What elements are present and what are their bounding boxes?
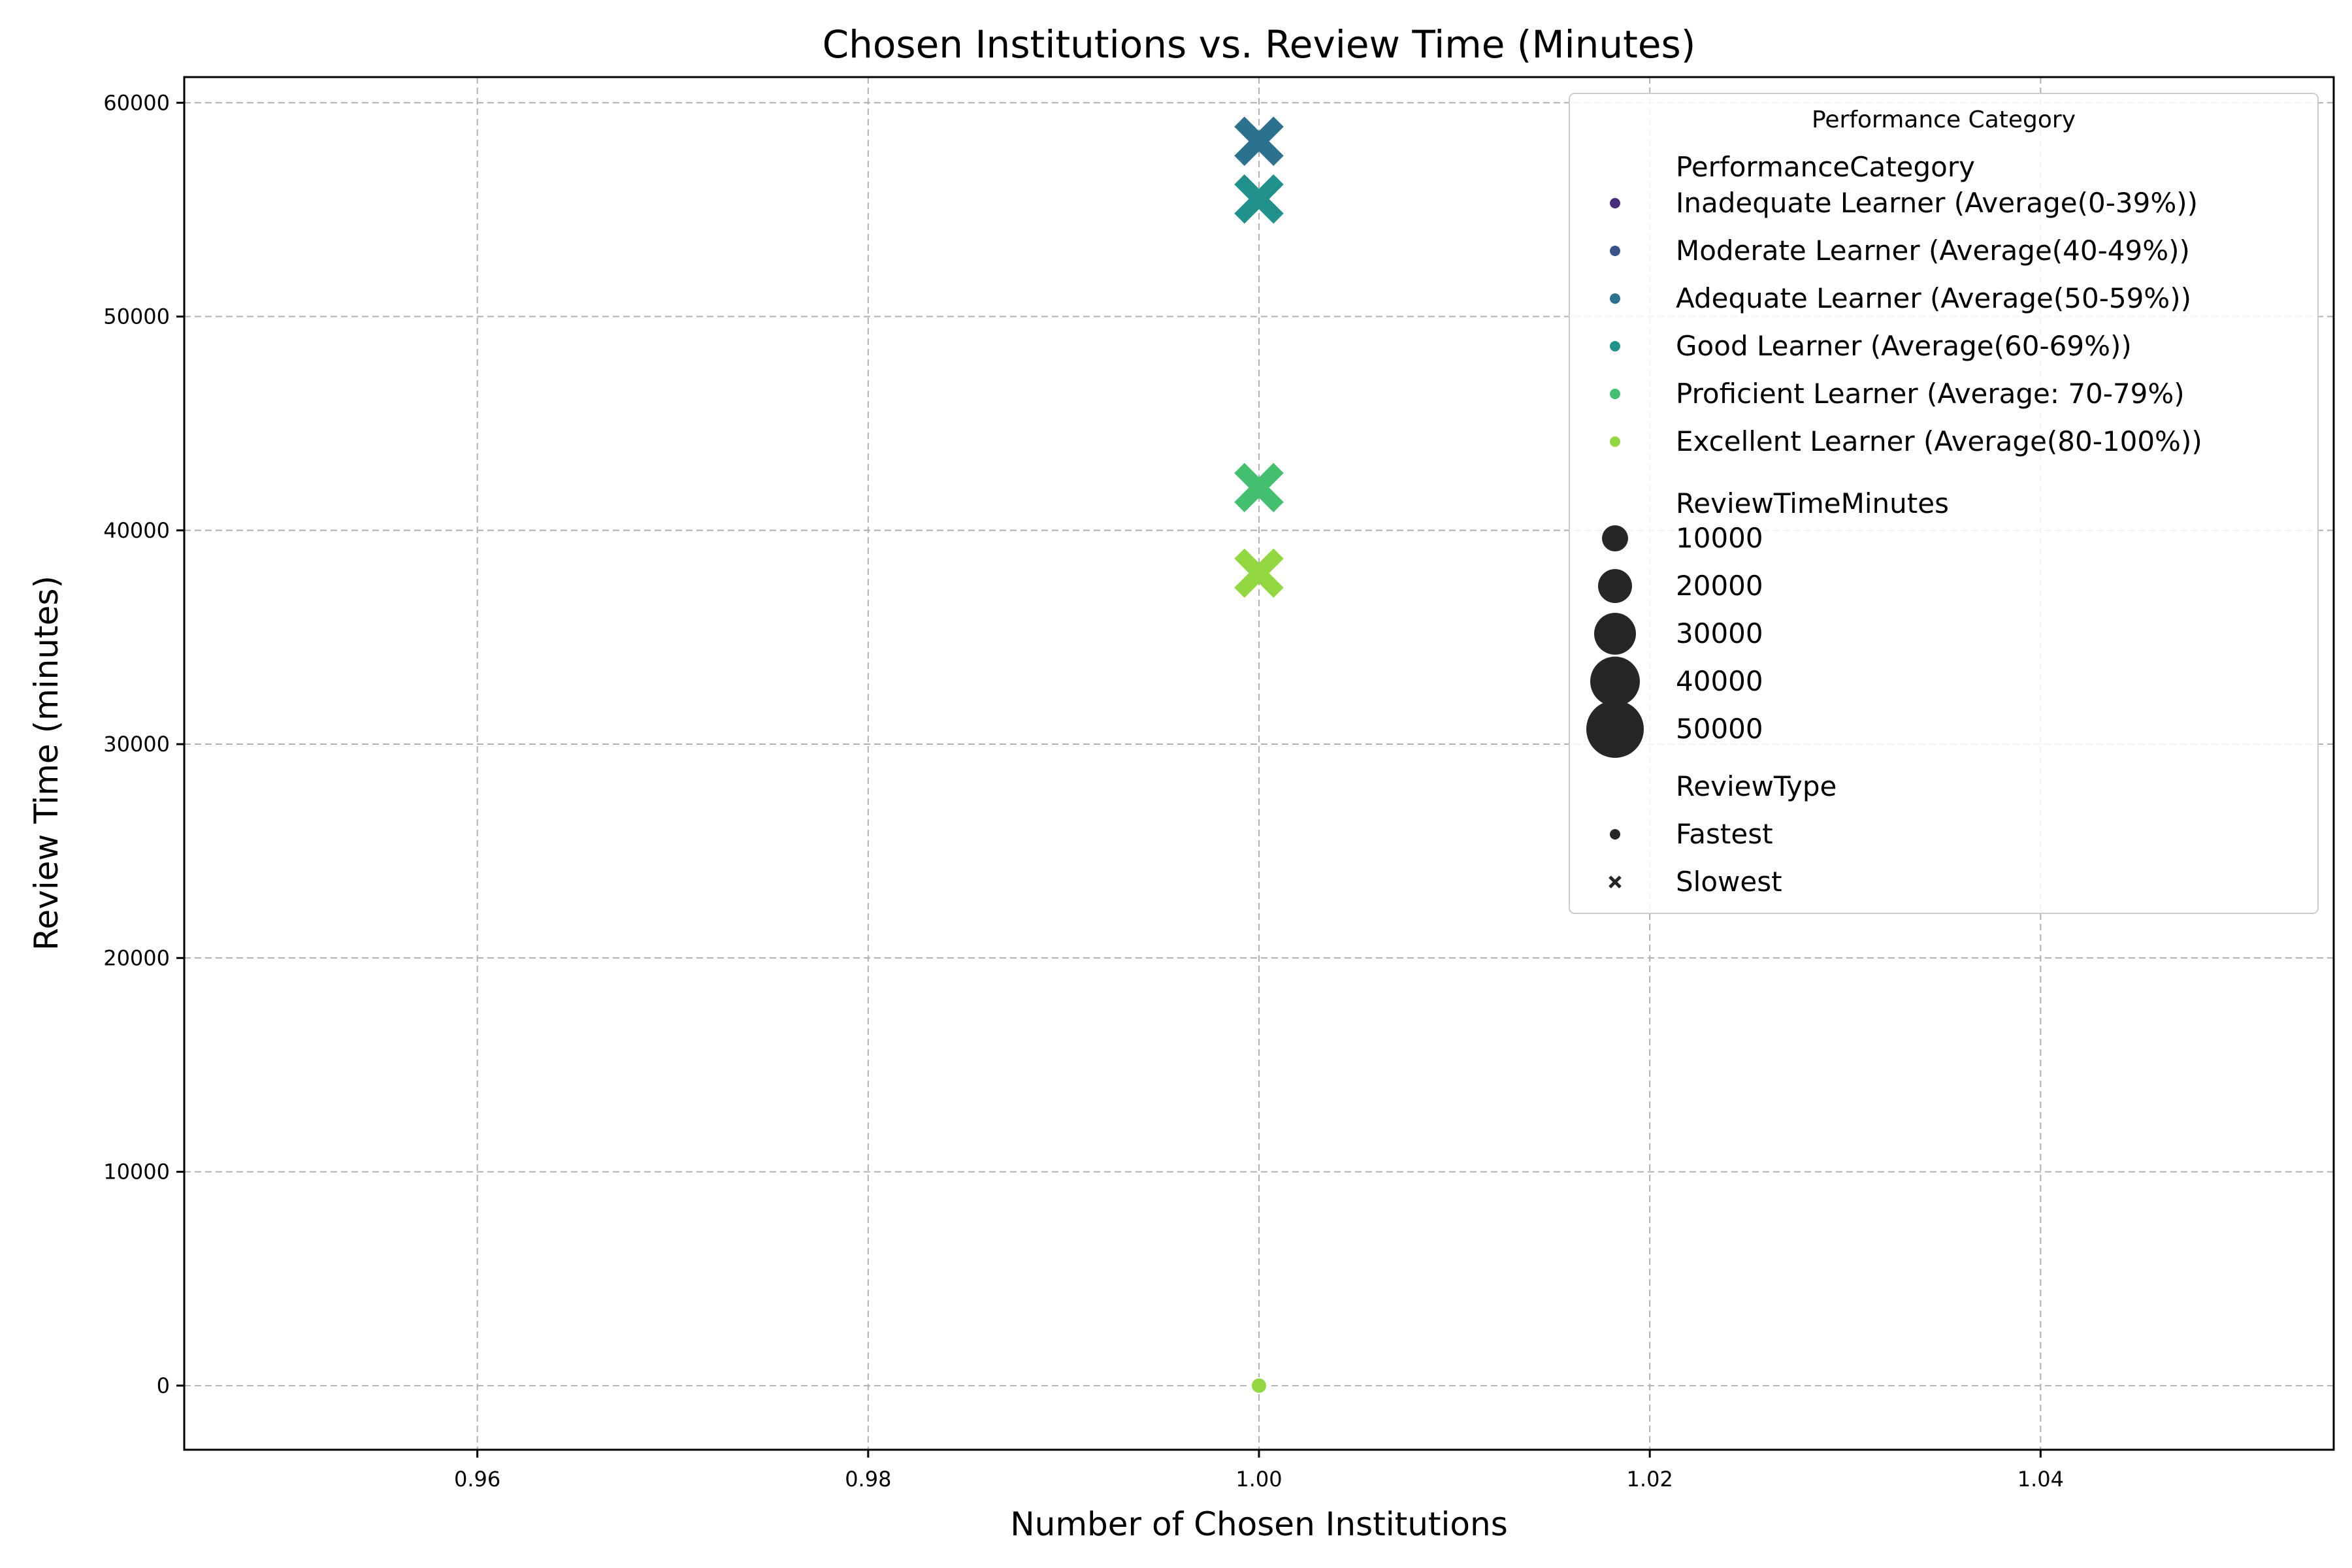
legend-category-marker [1610, 246, 1620, 256]
chart-title: Chosen Institutions vs. Review Time (Min… [823, 22, 1696, 67]
x-tick-label: 0.96 [454, 1467, 500, 1492]
y-tick-label: 60000 [103, 90, 170, 115]
y-axis-label: Review Time (minutes) [27, 576, 65, 951]
x-tick-label: 0.98 [845, 1467, 891, 1492]
legend-size-marker [1598, 569, 1632, 603]
y-tick-label: 30000 [103, 732, 170, 757]
y-tick-label: 40000 [103, 518, 170, 543]
legend-style-marker [1609, 875, 1622, 889]
legend-style-marker [1610, 829, 1620, 840]
legend-category-marker [1610, 293, 1620, 304]
legend-category-label: Good Learner (Average(60-69%)) [1676, 330, 2132, 362]
legend-styles: Fastest Slowest [1609, 818, 1782, 898]
legend-category-label: Adequate Learner (Average(50-59%)) [1676, 282, 2191, 314]
legend-category-label: Excellent Learner (Average(80-100%)) [1676, 425, 2202, 457]
legend-category-marker [1610, 198, 1620, 208]
legend-style-label: Slowest [1676, 866, 1782, 898]
legend-category-marker [1610, 389, 1620, 399]
data-point-slowest [1234, 116, 1284, 166]
x-axis-ticks: 0.96 0.98 1.00 1.02 1.04 [454, 1450, 2064, 1492]
legend-category-label: Moderate Learner (Average(40-49%)) [1676, 235, 2190, 267]
legend-size-marker [1594, 613, 1636, 655]
legend: Performance Category PerformanceCategory… [1569, 93, 2319, 914]
y-tick-label: 20000 [103, 945, 170, 970]
legend-size-label: 20000 [1676, 570, 1763, 602]
legend-title: Performance Category [1812, 106, 2076, 133]
legend-size-marker [1586, 700, 1644, 758]
data-point-slowest [1234, 463, 1284, 513]
legend-category-label: Inadequate Learner (Average(0-39%)) [1676, 187, 2198, 219]
y-tick-label: 0 [157, 1373, 170, 1398]
x-tick-label: 1.00 [1235, 1467, 1282, 1492]
data-point-slowest [1234, 548, 1284, 598]
legend-size-label: 50000 [1676, 713, 1763, 745]
y-axis-ticks: 0 10000 20000 30000 40000 50000 60000 [103, 90, 184, 1398]
legend-style-heading: ReviewType [1676, 770, 1837, 802]
y-tick-label: 50000 [103, 304, 170, 329]
legend-hue-heading: PerformanceCategory [1676, 151, 1975, 183]
x-axis-label: Number of Chosen Institutions [1010, 1505, 1508, 1543]
y-tick-label: 10000 [103, 1160, 170, 1184]
legend-size-label: 10000 [1676, 522, 1763, 554]
legend-style-label: Fastest [1676, 818, 1773, 850]
legend-category-marker [1610, 341, 1620, 351]
x-tick-label: 1.04 [2017, 1467, 2064, 1492]
legend-categories: Inadequate Learner (Average(0-39%)) Moder… [1610, 187, 2202, 457]
legend-category-marker [1610, 436, 1620, 447]
legend-size-label: 30000 [1676, 617, 1763, 649]
data-point-fastest [1250, 1377, 1267, 1394]
x-tick-label: 1.02 [1627, 1467, 1673, 1492]
legend-size-marker [1602, 525, 1628, 551]
legend-frame [1569, 93, 2319, 914]
legend-category-label: Proficient Learner (Average: 70-79%) [1676, 378, 2185, 410]
legend-sizes: 10000 20000 30000 40000 50000 [1586, 522, 1763, 758]
legend-size-heading: ReviewTimeMinutes [1676, 487, 1949, 519]
legend-size-marker [1590, 657, 1640, 706]
legend-size-label: 40000 [1676, 665, 1763, 697]
data-point-slowest [1234, 174, 1284, 224]
data-points [1234, 116, 1284, 1394]
